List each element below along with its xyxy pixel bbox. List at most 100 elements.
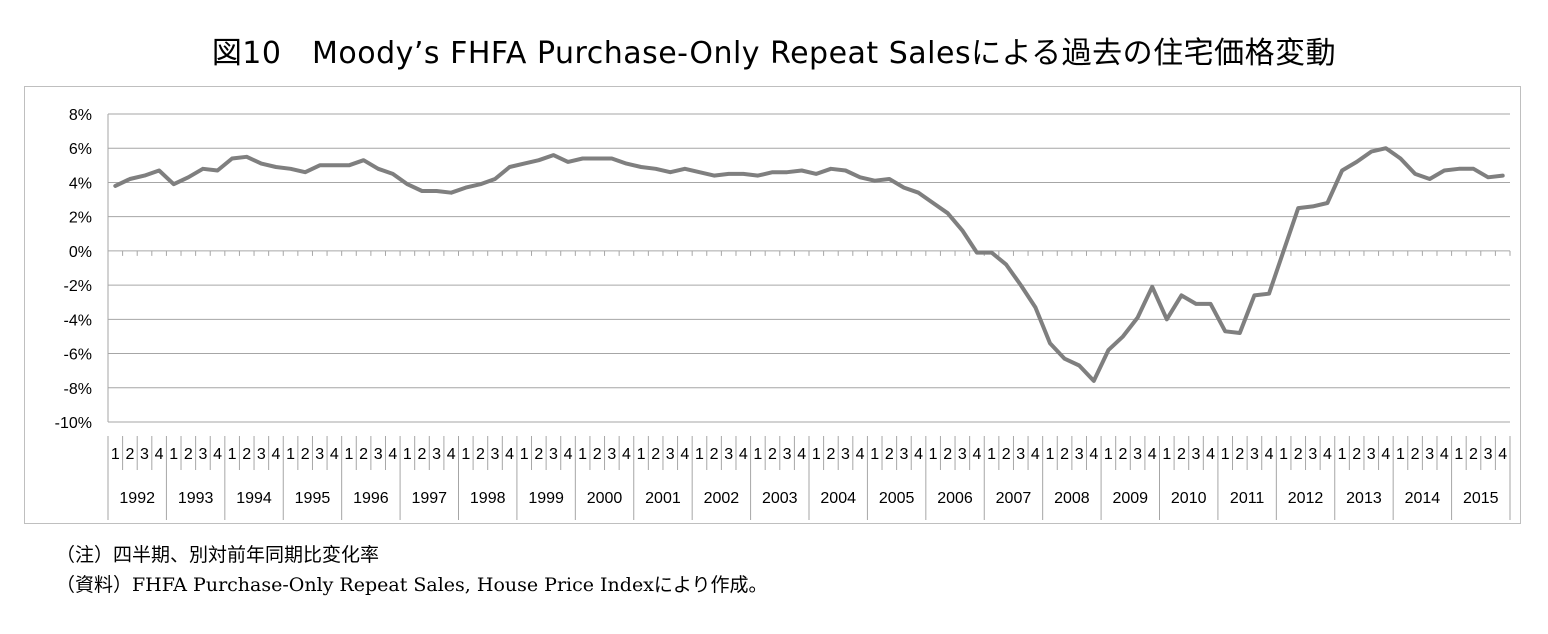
data-point: [1223, 329, 1227, 333]
quarter-tick-label: 4: [155, 446, 164, 463]
quarter-tick-label: 2: [242, 446, 251, 463]
quarter-tick-label: 4: [447, 446, 456, 463]
quarter-tick-label: 3: [491, 446, 500, 463]
year-tick-label: 2009: [1112, 490, 1148, 507]
quarter-tick-label: 1: [637, 446, 646, 463]
data-point: [741, 172, 745, 176]
quarter-tick-label: 2: [534, 446, 543, 463]
data-point: [1457, 167, 1461, 171]
data-point: [610, 156, 614, 160]
quarter-tick-label: 3: [257, 446, 266, 463]
data-point: [157, 168, 161, 172]
data-point: [230, 156, 234, 160]
year-tick-label: 1996: [353, 490, 389, 507]
quarter-tick-label: 3: [1016, 446, 1025, 463]
quarter-tick-label: 3: [432, 446, 441, 463]
data-point: [201, 167, 205, 171]
year-tick-label: 2008: [1054, 490, 1090, 507]
quarter-tick-label: 2: [418, 446, 427, 463]
y-tick-label: 2%: [69, 210, 92, 227]
quarter-tick-label: 3: [315, 446, 324, 463]
data-point: [1004, 263, 1008, 267]
data-point: [654, 167, 658, 171]
data-point: [1471, 167, 1475, 171]
data-point: [113, 184, 117, 188]
quarter-tick-label: 1: [1162, 446, 1171, 463]
note-chu: （注）四半期、別対前年同期比変化率: [56, 544, 380, 566]
year-tick-label: 1992: [119, 490, 155, 507]
y-tick-label: -10%: [55, 415, 92, 432]
quarter-tick-label: 1: [228, 446, 237, 463]
data-point: [1048, 341, 1052, 345]
quarter-tick-label: 3: [1484, 446, 1493, 463]
quarter-tick-label: 4: [1498, 446, 1507, 463]
quarter-tick-label: 4: [1323, 446, 1332, 463]
data-point: [902, 186, 906, 190]
data-point: [522, 162, 526, 166]
data-point: [727, 172, 731, 176]
quarter-tick-label: 3: [1192, 446, 1201, 463]
quarter-tick-label: 3: [374, 446, 383, 463]
quarter-tick-label: 2: [184, 446, 193, 463]
series-line-group: [113, 146, 1505, 383]
data-point: [508, 165, 512, 169]
quarter-tick-label: 1: [695, 446, 704, 463]
data-point: [537, 158, 541, 162]
data-point: [1165, 317, 1169, 321]
data-point: [917, 191, 921, 195]
data-point: [1106, 348, 1110, 352]
quarter-tick-label: 2: [301, 446, 310, 463]
quarter-tick-label: 4: [739, 446, 748, 463]
quarter-tick-label: 2: [1235, 446, 1244, 463]
data-point: [347, 163, 351, 167]
data-point: [245, 155, 249, 159]
quarter-tick-label: 1: [461, 446, 470, 463]
data-point: [581, 156, 585, 160]
quarter-tick-label: 3: [666, 446, 675, 463]
year-tick-label: 2015: [1463, 490, 1499, 507]
quarter-tick-label: 4: [680, 446, 689, 463]
data-point: [318, 163, 322, 167]
quarter-tick-label: 4: [972, 446, 981, 463]
y-tick-label: 8%: [69, 107, 92, 124]
quarter-tick-label: 3: [1367, 446, 1376, 463]
quarter-tick-label: 4: [1440, 446, 1449, 463]
quarter-tick-label: 2: [476, 446, 485, 463]
data-point: [1063, 357, 1067, 361]
data-point: [858, 175, 862, 179]
year-tick-label: 2010: [1171, 490, 1207, 507]
quarter-tick-label: 2: [768, 446, 777, 463]
chart-title: 図10 Moody’s FHFA Purchase-Only Repeat Sa…: [211, 36, 1337, 71]
data-point: [449, 191, 453, 195]
quarter-tick-label: 2: [1177, 446, 1186, 463]
quarter-tick-label: 2: [943, 446, 952, 463]
data-point: [274, 165, 278, 169]
quarter-tick-label: 3: [1075, 446, 1084, 463]
quarter-tick-label: 1: [929, 446, 938, 463]
quarter-tick-label: 3: [1133, 446, 1142, 463]
quarter-tick-label: 2: [1352, 446, 1361, 463]
data-point: [990, 251, 994, 255]
data-point: [639, 165, 643, 169]
quarter-tick-label: 1: [1279, 446, 1288, 463]
quarter-tick-label: 4: [505, 446, 514, 463]
quarter-tick-label: 4: [1381, 446, 1390, 463]
quarter-tick-label: 1: [812, 446, 821, 463]
data-point: [493, 177, 497, 181]
data-point: [376, 167, 380, 171]
quarter-tick-label: 2: [1469, 446, 1478, 463]
quarter-tick-label: 3: [1308, 446, 1317, 463]
data-point: [887, 177, 891, 181]
quarter-tick-label: 3: [198, 446, 207, 463]
data-point: [1296, 206, 1300, 210]
data-point: [683, 167, 687, 171]
year-tick-label: 2004: [820, 490, 856, 507]
data-point: [1077, 364, 1081, 368]
y-axis: 8% 6% 4% 2% 0% -2% -4% -6% -8% -10%: [55, 107, 109, 432]
data-point: [1238, 331, 1242, 335]
data-point: [420, 189, 424, 193]
quarter-tick-label: 1: [169, 446, 178, 463]
data-point: [1150, 285, 1154, 289]
data-point: [1252, 293, 1256, 297]
year-tick-label: 2011: [1230, 490, 1265, 507]
